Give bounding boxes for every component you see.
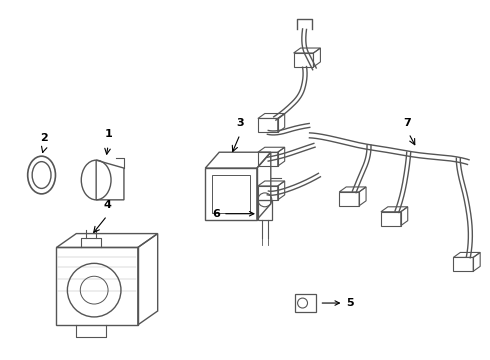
Bar [453,257,473,271]
Bar [258,200,272,220]
Text: 1: 1 [104,129,112,139]
Text: 6: 6 [212,209,254,219]
Bar [258,152,278,166]
Bar [294,53,314,67]
Bar [258,118,278,132]
Text: 3: 3 [236,118,244,129]
Bar [56,247,138,325]
Text: 5: 5 [322,298,354,308]
Text: 4: 4 [103,200,111,210]
Bar [258,186,278,200]
Text: 2: 2 [40,133,48,143]
Bar [339,192,359,206]
Bar [294,294,317,312]
Bar [212,175,250,213]
Text: 7: 7 [403,118,411,129]
Bar [381,212,401,226]
Bar [205,168,257,220]
